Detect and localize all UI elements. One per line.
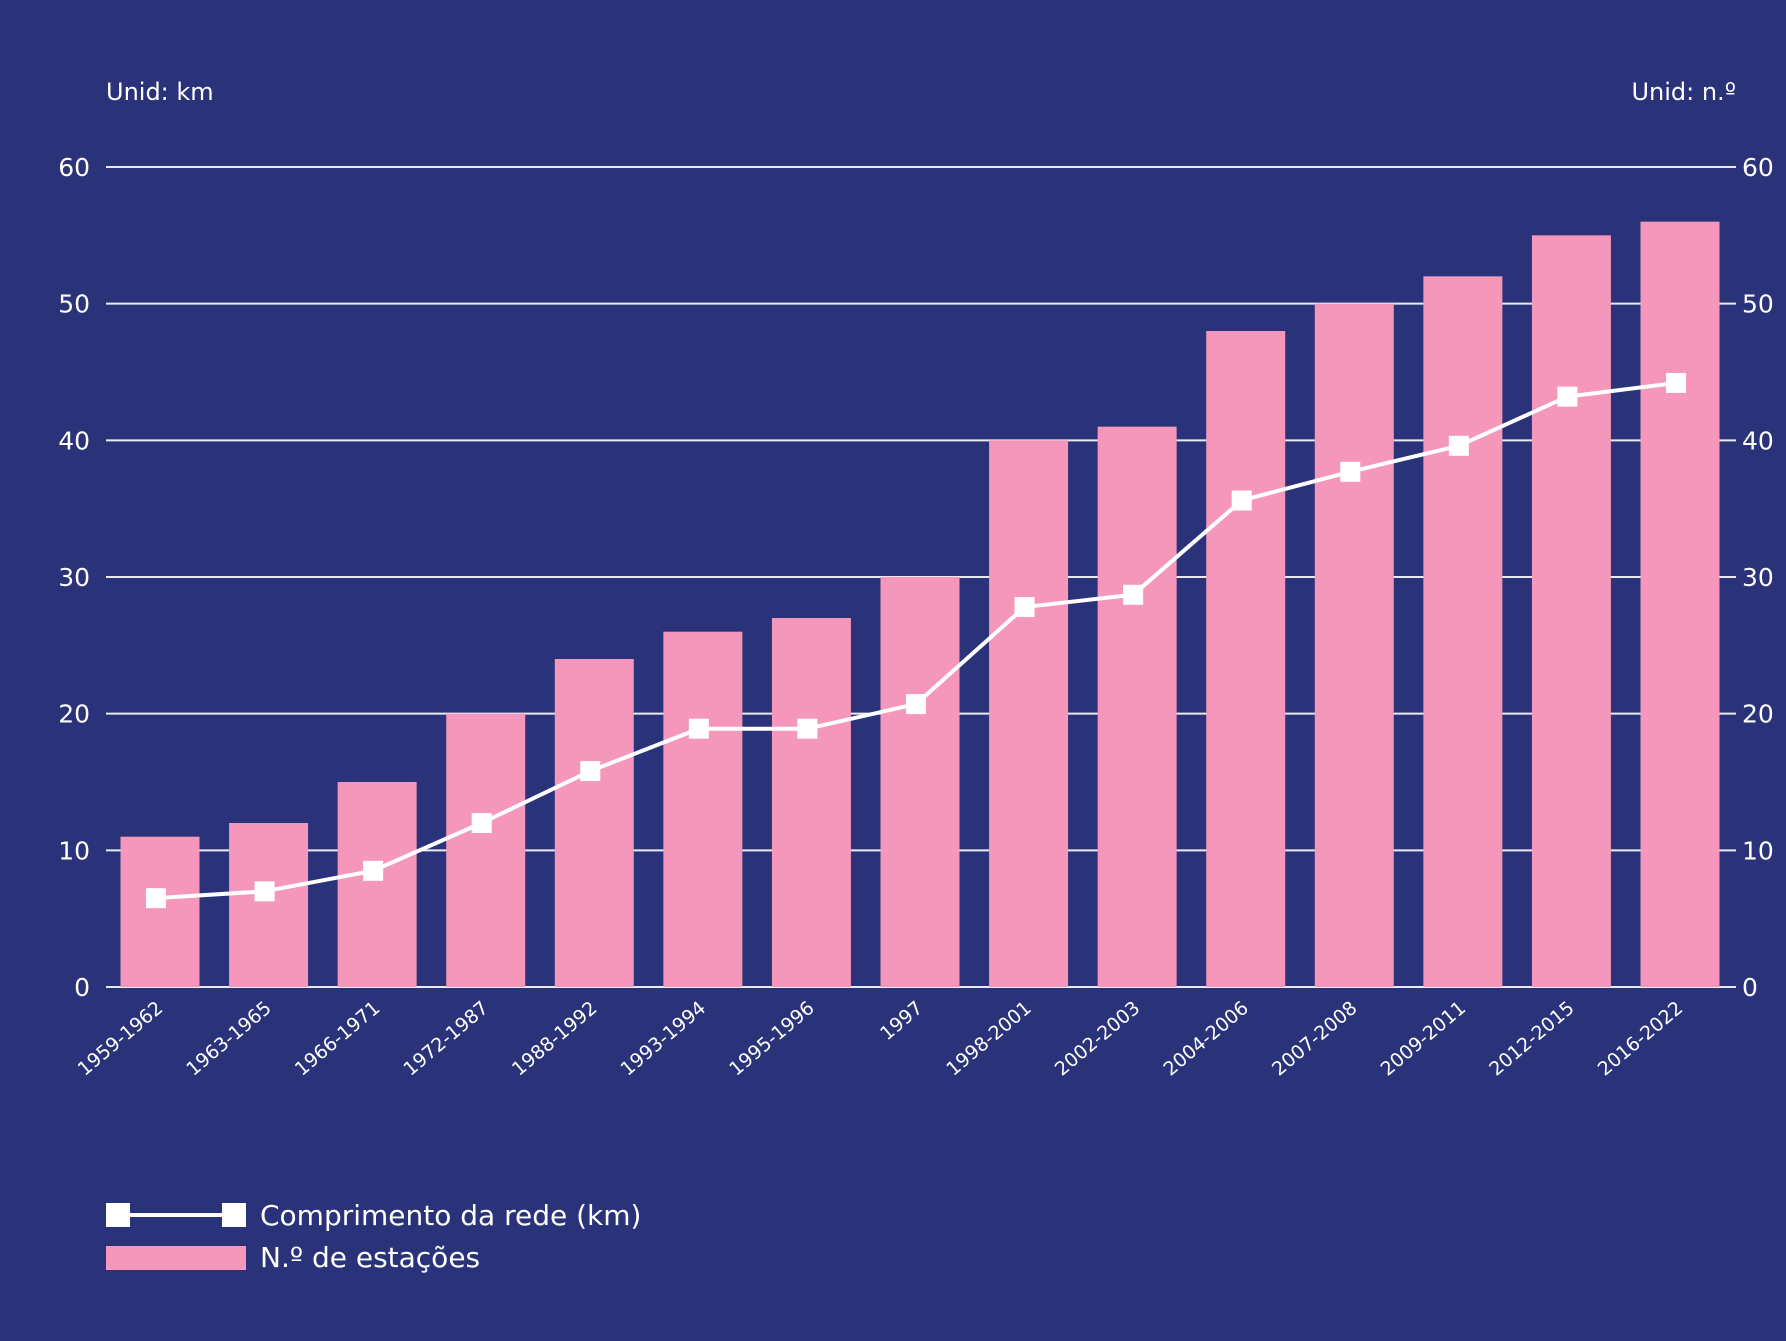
left-tick-label: 50 — [58, 290, 90, 319]
right-axis-unit-label: Unid: n.º — [1631, 78, 1736, 106]
line-series — [146, 372, 1686, 909]
x-tick-label: 1993-1994 — [617, 997, 710, 1080]
right-tick-label: 60 — [1742, 153, 1774, 182]
x-tick-label: 2007-2008 — [1268, 997, 1361, 1080]
bar-1998-2001 — [989, 440, 1069, 987]
bar-1995-1996 — [771, 618, 851, 987]
x-tick-label: 1998-2001 — [942, 997, 1035, 1080]
line-marker-2002-2003 — [1123, 584, 1144, 605]
line-marker-2004-2006 — [1231, 490, 1252, 511]
bar-series — [120, 221, 1720, 988]
right-tick-label: 10 — [1742, 836, 1774, 865]
line-marker-2012-2015 — [1557, 386, 1578, 407]
left-tick-label: 30 — [58, 563, 90, 592]
bar-2002-2003 — [1097, 426, 1177, 988]
x-tick-label: 1959-1962 — [74, 997, 167, 1080]
x-tick-label: 2012-2015 — [1485, 997, 1578, 1080]
line-marker-1995-1996 — [797, 718, 818, 739]
bar-1972-1987 — [446, 713, 526, 987]
bar-2016-2022 — [1640, 221, 1720, 987]
x-tick-label: 1997 — [876, 997, 927, 1045]
legend-bar-swatch — [106, 1246, 246, 1270]
line-marker-1988-1992 — [580, 761, 601, 782]
left-tick-label: 0 — [74, 973, 90, 1002]
line-marker-1972-1987 — [471, 813, 492, 833]
legend-label-bar: N.º de estações — [260, 1241, 480, 1274]
right-tick-label: 40 — [1742, 426, 1774, 455]
bar-1993-1994 — [663, 631, 743, 987]
right-axis-ticks: 0 10 20 30 40 50 60 — [1742, 153, 1774, 1002]
line-marker-2007-2008 — [1340, 461, 1361, 482]
left-tick-label: 60 — [58, 153, 90, 182]
x-tick-label: 1966-1971 — [291, 997, 384, 1080]
left-axis-ticks: 0 10 20 30 40 50 60 — [58, 153, 90, 1002]
x-tick-label: 2004-2006 — [1159, 997, 1252, 1080]
bar-1988-1992 — [554, 659, 634, 987]
bar-2007-2008 — [1314, 303, 1394, 988]
legend: Comprimento da rede (km) N.º de estações — [106, 1199, 641, 1274]
left-tick-label: 10 — [58, 836, 90, 865]
line-marker-1998-2001 — [1014, 597, 1035, 618]
x-tick-label: 1963-1965 — [182, 997, 275, 1080]
x-tick-label: 1995-1996 — [725, 997, 818, 1080]
legend-label-line: Comprimento da rede (km) — [260, 1199, 641, 1232]
x-tick-label: 2002-2003 — [1051, 997, 1144, 1080]
right-tick-label: 30 — [1742, 563, 1774, 592]
line-marker-2016-2022 — [1666, 372, 1686, 393]
legend-line-swatch — [106, 1203, 246, 1227]
line-marker-1997 — [906, 694, 926, 715]
x-tick-label: 2009-2011 — [1377, 997, 1470, 1080]
bar-2012-2015 — [1531, 235, 1611, 988]
line-marker-1966-1971 — [363, 860, 384, 881]
line-marker-2009-2011 — [1448, 435, 1469, 456]
x-axis-ticks: 1959-1962 1963-1965 1966-1971 1972-1987 1988… — [74, 997, 1687, 1080]
right-tick-label: 20 — [1742, 700, 1774, 729]
line-marker-1959-1962 — [146, 888, 166, 909]
x-tick-label: 1988-1992 — [508, 997, 601, 1080]
line-marker-1993-1994 — [688, 718, 709, 739]
left-axis-unit-label: Unid: km — [106, 78, 214, 106]
bar-1997 — [880, 577, 960, 987]
bar-1966-1971 — [337, 782, 417, 987]
right-tick-label: 50 — [1742, 290, 1774, 319]
bar-2009-2011 — [1423, 276, 1503, 987]
line-marker-1963-1965 — [254, 881, 275, 902]
left-tick-label: 40 — [58, 426, 90, 455]
x-tick-label: 2016-2022 — [1594, 997, 1687, 1080]
bar-2004-2006 — [1206, 331, 1286, 987]
x-tick-label: 1972-1987 — [399, 997, 492, 1080]
bar-1963-1965 — [229, 823, 309, 987]
left-tick-label: 20 — [58, 700, 90, 729]
right-tick-label: 0 — [1742, 973, 1758, 1002]
bar-1959-1962 — [120, 836, 200, 987]
